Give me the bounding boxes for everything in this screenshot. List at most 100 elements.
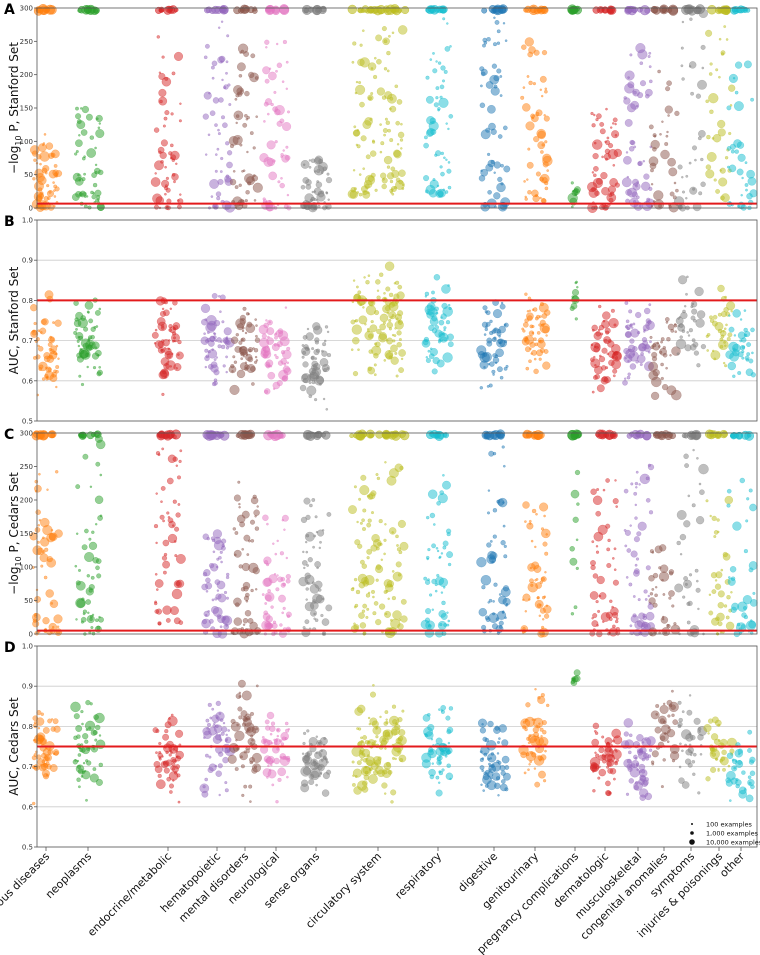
point-17 [703, 724, 712, 733]
point-1 [38, 472, 41, 476]
point-12 [574, 469, 581, 476]
point-17 [711, 589, 717, 594]
point-8 [380, 141, 385, 146]
point-11 [543, 115, 550, 122]
point-6 [265, 359, 274, 367]
point-7 [326, 760, 329, 764]
point-4 [220, 545, 226, 551]
point-8 [357, 290, 362, 295]
point-9 [425, 95, 434, 104]
point-2 [81, 105, 90, 114]
point-1 [42, 727, 50, 734]
point-13 [591, 540, 595, 544]
point-10 [476, 557, 487, 568]
point-7 [306, 327, 310, 331]
point-5 [241, 793, 245, 797]
point-2 [85, 798, 88, 802]
point-8 [358, 80, 362, 84]
point-15 [650, 182, 654, 186]
point-18 [745, 368, 754, 377]
point-18 [744, 355, 750, 361]
point-10 [501, 445, 505, 449]
point-2 [85, 195, 89, 198]
point-10 [490, 86, 500, 96]
point-11 [543, 514, 546, 518]
point-2 [77, 173, 80, 177]
point-18 [728, 314, 731, 317]
point-2 [84, 552, 95, 563]
point-13 [599, 122, 605, 127]
point-14 [648, 186, 653, 191]
point-6 [285, 573, 291, 580]
point-8 [400, 357, 404, 361]
point-10 [499, 94, 503, 98]
point-16 [681, 749, 684, 753]
point-7 [313, 164, 325, 176]
point-18 [734, 749, 743, 758]
point-12 [574, 193, 578, 197]
point-8 [367, 493, 374, 500]
point-14 [635, 311, 642, 319]
point-1 [46, 488, 49, 491]
point-6 [264, 719, 270, 725]
point-8 [396, 99, 403, 105]
point-8 [379, 603, 386, 610]
point-13 [615, 617, 619, 621]
point-18 [749, 770, 756, 776]
point-2 [91, 172, 97, 178]
point-1 [54, 319, 62, 327]
point-10 [497, 134, 503, 139]
point-5 [240, 348, 247, 356]
point-10 [479, 84, 483, 88]
point-16 [699, 489, 705, 496]
y-tick-label: 0.7 [22, 763, 33, 771]
point-2 [91, 631, 96, 636]
point-8 [373, 601, 379, 606]
point-8 [392, 339, 396, 343]
point-17 [718, 37, 722, 41]
point-14 [648, 303, 652, 307]
point-8 [395, 374, 399, 378]
point-18 [744, 60, 752, 69]
point-15 [649, 549, 654, 554]
point-5 [240, 49, 244, 53]
point-8 [355, 80, 359, 84]
point-2 [88, 541, 98, 551]
y-tick-label: 150 [20, 105, 33, 113]
point-7 [310, 609, 317, 617]
point-10 [492, 600, 495, 603]
point-6 [281, 375, 288, 382]
point-18 [729, 566, 737, 573]
capped-point [398, 430, 406, 438]
point-14 [633, 784, 639, 791]
point-8 [359, 521, 363, 525]
point-9 [428, 489, 438, 499]
point-1 [50, 718, 54, 721]
point-4 [215, 191, 222, 197]
point-16 [697, 791, 701, 795]
point-9 [422, 714, 431, 722]
point-1 [40, 517, 50, 528]
point-8 [354, 603, 359, 608]
point-6 [263, 610, 269, 616]
point-14 [641, 741, 645, 744]
point-9 [438, 770, 442, 774]
point-2 [86, 615, 95, 624]
point-14 [629, 139, 635, 145]
point-15 [655, 586, 658, 589]
point-17 [707, 732, 710, 735]
point-8 [359, 622, 367, 629]
point-14 [644, 598, 648, 601]
point-13 [596, 177, 603, 185]
point-8 [351, 760, 355, 764]
point-12 [573, 669, 581, 677]
point-6 [266, 711, 275, 720]
point-6 [281, 611, 285, 615]
point-6 [268, 71, 277, 81]
point-7 [318, 741, 321, 744]
point-10 [504, 787, 509, 792]
point-11 [521, 44, 527, 50]
point-12 [575, 566, 579, 570]
point-7 [323, 339, 327, 343]
point-7 [313, 617, 316, 620]
